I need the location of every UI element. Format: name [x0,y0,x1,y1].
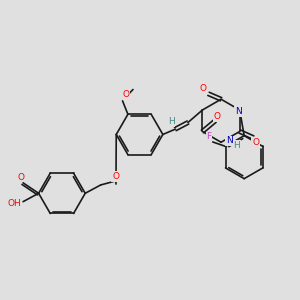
Text: N: N [226,136,233,145]
Text: H: H [233,141,240,150]
Text: OH: OH [8,199,22,208]
Text: O: O [213,112,220,121]
Text: O: O [17,173,24,182]
Text: F: F [206,132,211,141]
Text: O: O [123,90,130,99]
Text: O: O [200,84,207,93]
Text: O: O [252,138,259,147]
Text: H: H [168,117,175,126]
Text: O: O [112,172,119,181]
Text: N: N [235,107,242,116]
